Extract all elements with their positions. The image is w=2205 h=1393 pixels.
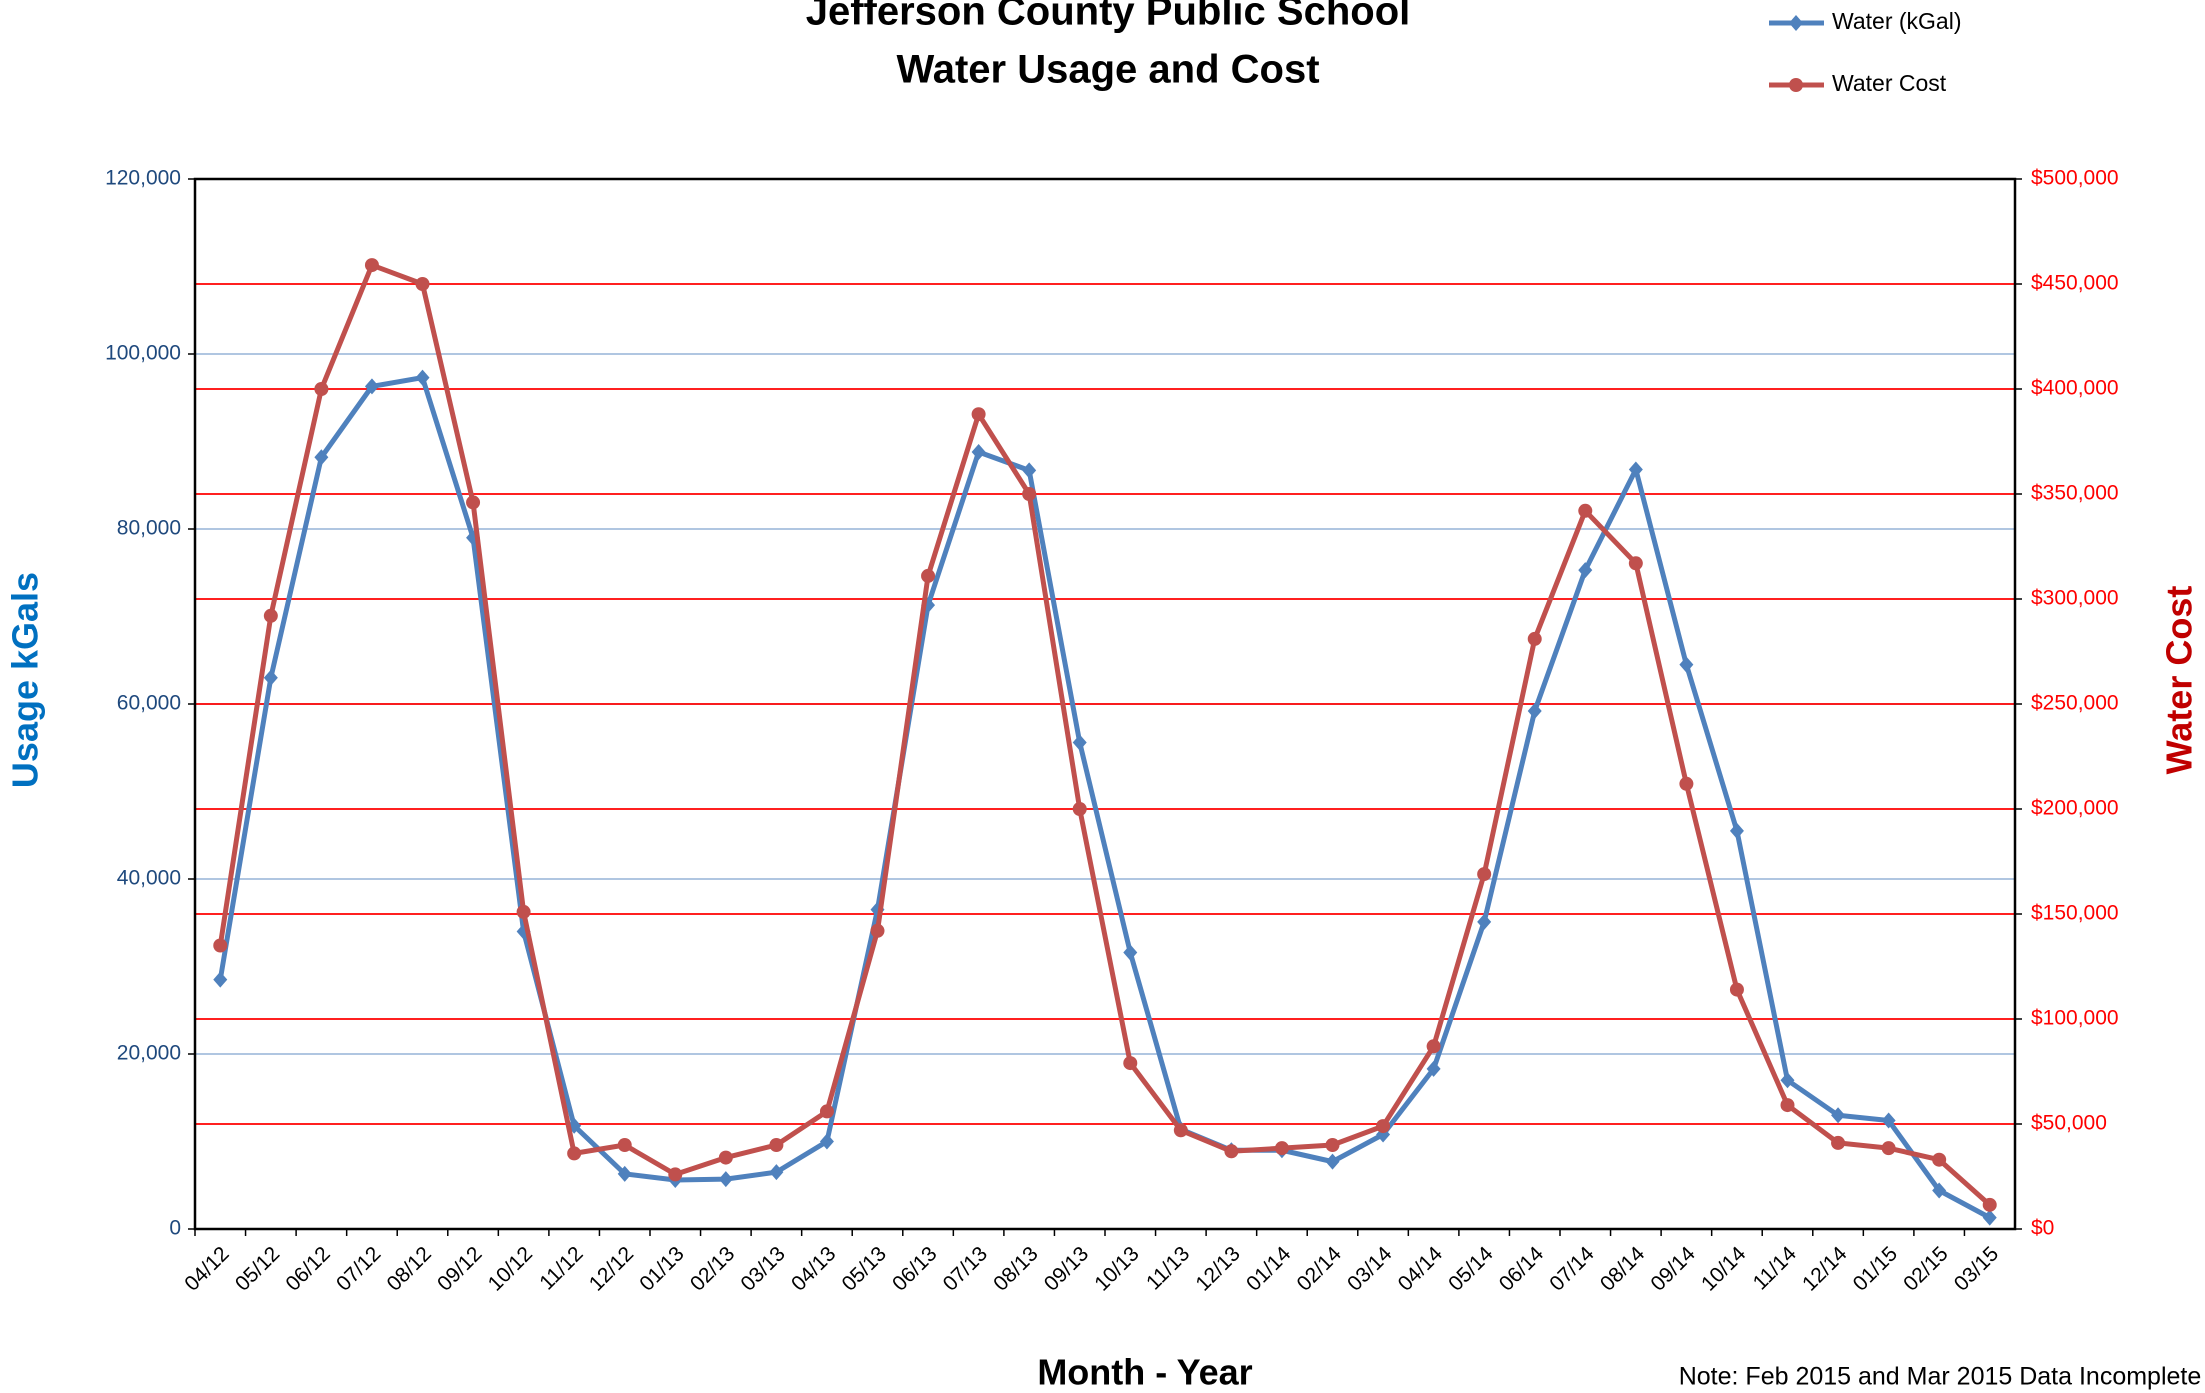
data-point	[1881, 1112, 1896, 1129]
data-point	[1527, 703, 1542, 719]
y-tick-label: 40,000	[117, 867, 181, 890]
data-point	[1123, 1056, 1138, 1071]
data-point	[718, 1150, 733, 1165]
legend-marker	[1789, 15, 1803, 31]
y-tick-label: 20,000	[117, 1042, 181, 1065]
data-point	[668, 1167, 683, 1182]
y2-tick-label: $350,000	[2031, 482, 2119, 505]
data-point	[567, 1146, 582, 1161]
data-point	[1022, 487, 1037, 501]
chart-title: Jefferson County Public School	[806, 0, 1411, 34]
data-point	[516, 904, 531, 919]
data-point	[1679, 656, 1694, 673]
data-point	[1022, 462, 1037, 479]
y2-tick-label: $200,000	[2031, 797, 2119, 820]
y2-axis-title: Water Cost	[2159, 586, 2200, 775]
data-point	[314, 382, 329, 396]
y2-tick-label: $100,000	[2031, 1007, 2119, 1030]
data-point	[819, 1133, 834, 1150]
data-point	[769, 1164, 784, 1181]
data-point	[1072, 734, 1087, 751]
y-tick-label: 0	[169, 1217, 181, 1240]
data-point	[1426, 1039, 1441, 1054]
data-point	[1274, 1141, 1289, 1156]
data-point	[415, 369, 430, 386]
y2-tick-label: $500,000	[2031, 167, 2119, 190]
data-point	[1831, 1135, 1846, 1150]
data-point	[921, 568, 936, 583]
data-point	[213, 938, 228, 953]
data-point	[617, 1138, 632, 1152]
y2-tick-label: $300,000	[2031, 587, 2119, 610]
series-line	[217, 375, 1991, 1220]
data-point	[1325, 1153, 1340, 1170]
data-point	[263, 669, 278, 686]
y2-tick-label: $50,000	[2031, 1112, 2107, 1135]
y2-tick-label: $450,000	[2031, 272, 2119, 295]
data-point	[1831, 1107, 1846, 1124]
chart-subtitle: Water Usage and Cost	[896, 48, 1319, 92]
y2-tick-label: $400,000	[2031, 377, 2119, 400]
data-point	[1325, 1138, 1340, 1152]
data-point	[1578, 503, 1593, 518]
data-point	[263, 608, 278, 623]
y-tick-label: 100,000	[105, 342, 181, 365]
legend-label: Water Cost	[1832, 70, 1947, 96]
data-point	[1628, 461, 1643, 478]
data-point	[1477, 913, 1492, 930]
data-point	[1982, 1209, 1997, 1226]
data-point	[1072, 802, 1087, 816]
data-point	[1780, 1072, 1795, 1089]
y-tick-label: 120,000	[105, 167, 181, 190]
data-point	[314, 449, 329, 466]
data-point	[1173, 1123, 1188, 1138]
data-point	[1477, 867, 1492, 882]
data-point	[364, 258, 379, 273]
y2-tick-label: $0	[2031, 1217, 2054, 1240]
data-point	[1376, 1119, 1391, 1134]
data-point	[1729, 982, 1744, 997]
data-point	[1527, 631, 1542, 646]
y-axis-title: Usage kGals	[5, 572, 46, 788]
data-point	[1224, 1144, 1239, 1159]
data-point	[971, 407, 986, 422]
y2-tick-label: $250,000	[2031, 692, 2119, 715]
y-tick-label: 80,000	[117, 517, 181, 540]
y2-tick-label: $150,000	[2031, 902, 2119, 925]
data-point	[1123, 944, 1138, 961]
data-point	[971, 444, 986, 460]
data-point	[1578, 562, 1593, 579]
data-point	[769, 1138, 784, 1152]
data-point	[213, 971, 228, 988]
data-point	[819, 1104, 834, 1119]
x-axis-title: Month - Year	[1037, 1352, 1252, 1393]
data-point	[1780, 1098, 1795, 1113]
data-point	[1932, 1182, 1947, 1199]
legend-label: Water (kGal)	[1832, 8, 1962, 34]
series-line	[217, 262, 1992, 1207]
data-point	[1729, 822, 1744, 839]
data-point	[1881, 1141, 1896, 1156]
data-point	[1982, 1197, 1997, 1212]
note: Note: Feb 2015 and Mar 2015 Data Incompl…	[1679, 1363, 2202, 1391]
data-point	[718, 1171, 733, 1188]
data-point	[1628, 556, 1643, 571]
data-point	[617, 1165, 632, 1182]
data-point	[364, 378, 379, 395]
data-point	[466, 495, 481, 510]
data-point	[1679, 776, 1694, 791]
data-point	[1932, 1152, 1947, 1167]
data-point	[415, 277, 430, 291]
data-point	[870, 923, 885, 938]
y-tick-label: 60,000	[117, 692, 181, 715]
data-point	[1426, 1060, 1441, 1077]
legend-marker	[1789, 78, 1803, 92]
